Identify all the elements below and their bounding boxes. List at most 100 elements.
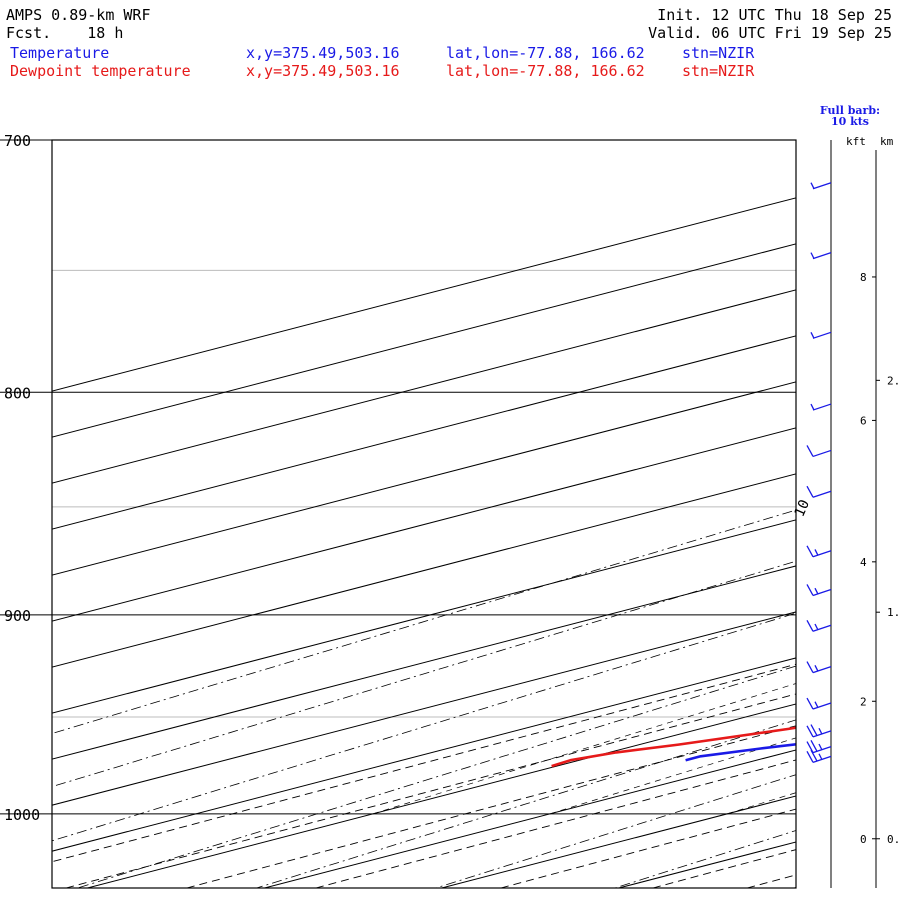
mixing-ratio-line-0 bbox=[52, 663, 796, 863]
wind-barb-3 bbox=[810, 403, 832, 411]
wind-barb-half bbox=[818, 743, 823, 751]
isotherm-0 bbox=[795, 887, 796, 888]
wind-barb-full bbox=[810, 749, 818, 762]
mixing-ratio-line-7 bbox=[817, 258, 900, 888]
wind-barb-8 bbox=[806, 619, 832, 632]
legend-dewpoint-stn: stn=NZIR bbox=[682, 62, 755, 80]
wind-barb-9 bbox=[806, 661, 832, 674]
wind-barb-half bbox=[810, 252, 815, 259]
wind-barb-11 bbox=[806, 724, 832, 738]
wind-barb-half bbox=[810, 403, 815, 411]
wind-barb-1 bbox=[810, 252, 832, 260]
kft-tick-2: 4 bbox=[860, 556, 867, 569]
wind-barb-staff bbox=[812, 252, 832, 260]
wind-barb-staff bbox=[812, 702, 832, 710]
wind-barb-full bbox=[806, 661, 814, 673]
wind-barb-7 bbox=[806, 584, 832, 597]
dewpoint-profile bbox=[551, 726, 796, 768]
kft-tick-0: 0 bbox=[860, 833, 867, 846]
kft-tick-3: 6 bbox=[860, 414, 867, 427]
wind-barb-staff bbox=[812, 331, 832, 339]
pressure-tick-2: 900 bbox=[4, 607, 31, 625]
dry-adiabat-240 bbox=[255, 719, 796, 888]
wind-barb-full bbox=[806, 445, 814, 457]
legend-temperature-xy: x,y=375.49,503.16 bbox=[246, 44, 400, 62]
legend-dewpoint-xy: x,y=375.49,503.16 bbox=[246, 62, 400, 80]
isotherm--10 bbox=[618, 841, 796, 888]
wind-barb-full bbox=[806, 725, 814, 738]
wind-barb-staff bbox=[812, 490, 832, 498]
fcst-value: 18 h bbox=[87, 24, 124, 42]
wind-barb-full bbox=[806, 545, 814, 558]
wind-barb-full bbox=[806, 619, 814, 632]
wind-barb-full bbox=[810, 739, 818, 752]
plot-frame bbox=[51, 139, 797, 889]
wind-barb-full bbox=[810, 724, 818, 736]
pressure-tick-1: 800 bbox=[4, 384, 31, 402]
barb-legend-line2: 10 kts bbox=[830, 115, 870, 128]
wind-barb-staff bbox=[812, 665, 832, 674]
legend-temperature-latlon: lat,lon=-77.88, 166.62 bbox=[446, 44, 645, 62]
wind-barb-half bbox=[814, 701, 819, 709]
km-label: km bbox=[880, 135, 894, 148]
wind-barb-13 bbox=[806, 749, 832, 763]
wind-barb-half bbox=[814, 665, 819, 672]
wind-barb-half bbox=[814, 623, 819, 631]
km-tick-2: 2. bbox=[887, 374, 900, 387]
wind-barb-half bbox=[810, 332, 815, 339]
legend-temperature-stn: stn=NZIR bbox=[682, 44, 755, 62]
wind-barb-10 bbox=[806, 697, 832, 710]
moist-adiabat--30 bbox=[549, 737, 796, 815]
mixing-ratio-line-1 bbox=[66, 693, 796, 888]
kft-tick-1: 2 bbox=[860, 695, 867, 708]
wind-barb-full bbox=[806, 751, 814, 763]
wind-barb-12 bbox=[806, 739, 832, 754]
wind-barb-staff bbox=[812, 588, 832, 597]
wind-barb-half bbox=[810, 182, 815, 189]
isotherm-10-label: 10 bbox=[792, 497, 813, 519]
wind-barb-full bbox=[806, 584, 814, 596]
wind-barb-half bbox=[818, 727, 823, 735]
wind-barb-staff bbox=[812, 449, 832, 458]
wind-barb-full bbox=[806, 485, 814, 498]
wind-barb-staff bbox=[812, 624, 832, 632]
barb-legend-line1: Full barb: bbox=[819, 104, 881, 117]
wind-barb-half bbox=[814, 587, 819, 595]
kft-label: kft bbox=[846, 135, 866, 148]
model-title: AMPS 0.89-km WRF bbox=[6, 6, 151, 24]
pressure-tick-3: 1000 bbox=[4, 806, 40, 824]
mixing-ratio-line-5 bbox=[652, 849, 796, 888]
pressure-tick-0: 700 bbox=[4, 132, 31, 150]
kft-tick-4: 8 bbox=[860, 271, 867, 284]
wind-barb-2 bbox=[810, 331, 832, 339]
wind-barb-4 bbox=[806, 445, 832, 458]
mixing-ratio-line-2 bbox=[186, 725, 796, 888]
forecast-hour: Fcst. 18 h bbox=[6, 24, 123, 42]
init-time: Init. 12 UTC Thu 18 Sep 25 bbox=[657, 6, 892, 24]
wind-barb-full bbox=[806, 697, 814, 710]
wind-barb-staff bbox=[812, 403, 832, 411]
wind-barb-0 bbox=[810, 182, 832, 190]
wind-barb-6 bbox=[806, 545, 832, 558]
wind-barb-5 bbox=[806, 485, 832, 498]
barb-legend: Full barb: 10 kts bbox=[815, 105, 885, 127]
mixing-ratio-line-3 bbox=[315, 759, 796, 888]
legend-dewpoint-latlon: lat,lon=-77.88, 166.62 bbox=[446, 62, 645, 80]
wind-barb-staff bbox=[812, 550, 832, 558]
dry-adiabat-270 bbox=[792, 887, 796, 888]
fcst-label: Fcst. bbox=[6, 24, 52, 42]
isotherm--30 bbox=[264, 749, 796, 888]
